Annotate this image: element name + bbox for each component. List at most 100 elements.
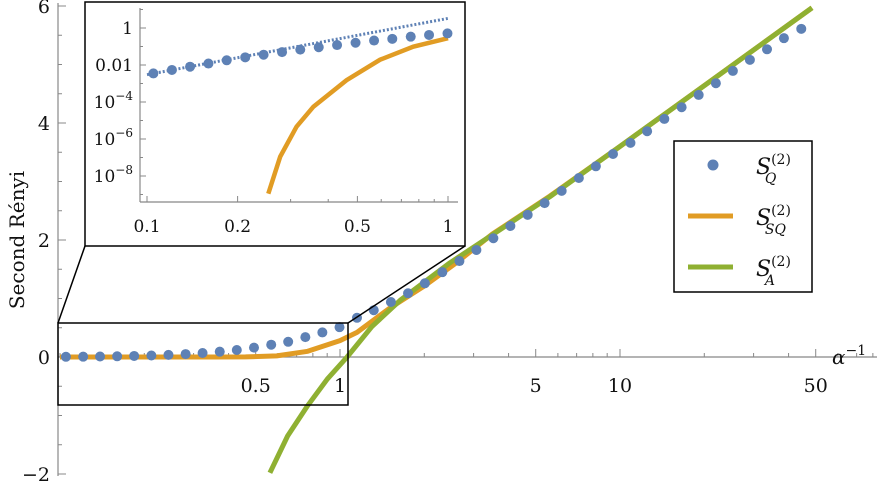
data-point-q	[214, 346, 225, 357]
x-axis-title-base: α	[832, 345, 846, 369]
inset-data-point-q	[185, 61, 196, 72]
x-axis-title: α−1	[832, 343, 866, 369]
y-tick-label: 6	[38, 0, 50, 18]
zoom-connector-left	[57, 245, 86, 324]
inset-series	[146, 16, 453, 195]
x-tick-label: 10	[608, 375, 632, 397]
x-tick-label: 1	[334, 375, 346, 397]
data-point-q	[522, 209, 533, 220]
series-line-a	[267, 5, 814, 474]
data-point-q	[180, 349, 191, 360]
data-point-q	[744, 54, 755, 65]
data-point-q	[727, 65, 738, 76]
data-point-q	[676, 102, 687, 113]
data-point-q	[78, 351, 89, 362]
data-point-q	[129, 350, 140, 361]
y-axis-title: Second Rényi	[5, 171, 29, 309]
inset-x-tick-label: 0.2	[224, 217, 251, 237]
data-point-q	[334, 322, 345, 333]
data-point-q	[248, 342, 259, 353]
data-point-q	[403, 288, 414, 299]
inset-y-tick-base: 10	[94, 167, 116, 187]
x-tick-label: 5	[530, 375, 542, 397]
data-point-q	[659, 113, 670, 124]
data-point-q	[385, 297, 396, 308]
inset-y-tick-base: 10	[94, 93, 116, 113]
inset-y-tick-label: 10−4	[94, 89, 134, 113]
inset-data-point-q	[203, 58, 214, 69]
data-point-q	[778, 33, 789, 44]
data-point-q	[146, 350, 157, 361]
inset-data-point-q	[424, 29, 435, 40]
inset-y-tick-label: 0.01	[95, 56, 133, 76]
inset-data-point-q	[405, 31, 416, 42]
zoom-connector-right	[347, 245, 466, 324]
legend-marker-q	[707, 159, 719, 171]
inset-y-tick-base: 10	[94, 130, 116, 150]
data-point-q	[762, 44, 773, 55]
inset-data-point-q	[442, 28, 453, 39]
data-point-q	[642, 126, 653, 137]
y-tick-label: 0	[38, 347, 50, 369]
inset-series-line-sq	[266, 36, 449, 195]
inset-y-tick-base: 1	[122, 19, 133, 39]
legend-label-sq: S(2) SQ	[756, 203, 791, 238]
inset-y-tick-exp: −8	[115, 163, 133, 177]
inset-data-point-q	[369, 35, 380, 46]
inset-data-point-q	[295, 44, 306, 55]
inset-data-point-q	[166, 64, 177, 75]
main-series	[60, 5, 814, 474]
y-tick-label: 2	[38, 230, 50, 252]
inset-data-point-q	[277, 47, 288, 58]
data-point-q	[796, 23, 807, 34]
x-axis-title-exp: −1	[846, 343, 867, 359]
inset-x-tick-label: 1	[443, 217, 454, 237]
inset-frame	[84, 1, 466, 247]
inset-data-point-q	[240, 52, 251, 63]
legend: S(2) Q S(2) SQ S(2) A	[673, 140, 813, 293]
data-point-q	[300, 332, 311, 343]
data-point-q	[283, 336, 294, 347]
inset-y-tick-exp: −6	[115, 126, 133, 140]
legend-label-a: S(2) A	[756, 254, 791, 289]
data-point-q	[419, 278, 430, 289]
data-point-q	[163, 349, 174, 360]
data-point-q	[454, 256, 465, 267]
y-tick-label: 4	[38, 113, 50, 135]
inset-y-tick-base: 0.01	[95, 56, 133, 76]
data-point-q	[573, 172, 584, 183]
inset-data-point-q	[258, 49, 269, 60]
data-point-q	[437, 267, 448, 278]
x-tick-label: 0.5	[241, 375, 271, 397]
inset-x-tick-label: 0.5	[344, 217, 371, 237]
data-point-q	[710, 78, 721, 89]
data-point-q	[488, 233, 499, 244]
inset-data-point-q	[148, 68, 159, 79]
zoom-region-box	[57, 322, 349, 406]
data-point-q	[556, 185, 567, 196]
inset-data-point-q	[350, 37, 361, 48]
y-tick-label: −2	[22, 464, 50, 486]
data-point-q	[266, 339, 277, 350]
inset-y-tick-label: 10−8	[94, 163, 133, 187]
data-point-q	[95, 351, 106, 362]
inset-y-tick-label: 10−6	[94, 126, 133, 150]
data-point-q	[693, 89, 704, 100]
inset-x-tick-label: 0.1	[133, 217, 160, 237]
data-point-q	[590, 161, 601, 172]
data-point-q	[317, 327, 328, 338]
data-point-q	[539, 198, 550, 209]
data-point-q	[112, 351, 123, 362]
inset-data-point-q	[332, 40, 343, 51]
inset-y-tick-label: 1	[122, 19, 133, 39]
data-point-q	[197, 348, 208, 359]
data-point-q	[505, 220, 516, 231]
x-tick-label: 50	[804, 375, 828, 397]
inset-data-point-q	[387, 33, 398, 44]
data-point-q	[625, 137, 636, 148]
data-point-q	[60, 351, 71, 362]
inset-data-point-q	[313, 42, 324, 53]
data-point-q	[471, 244, 482, 255]
